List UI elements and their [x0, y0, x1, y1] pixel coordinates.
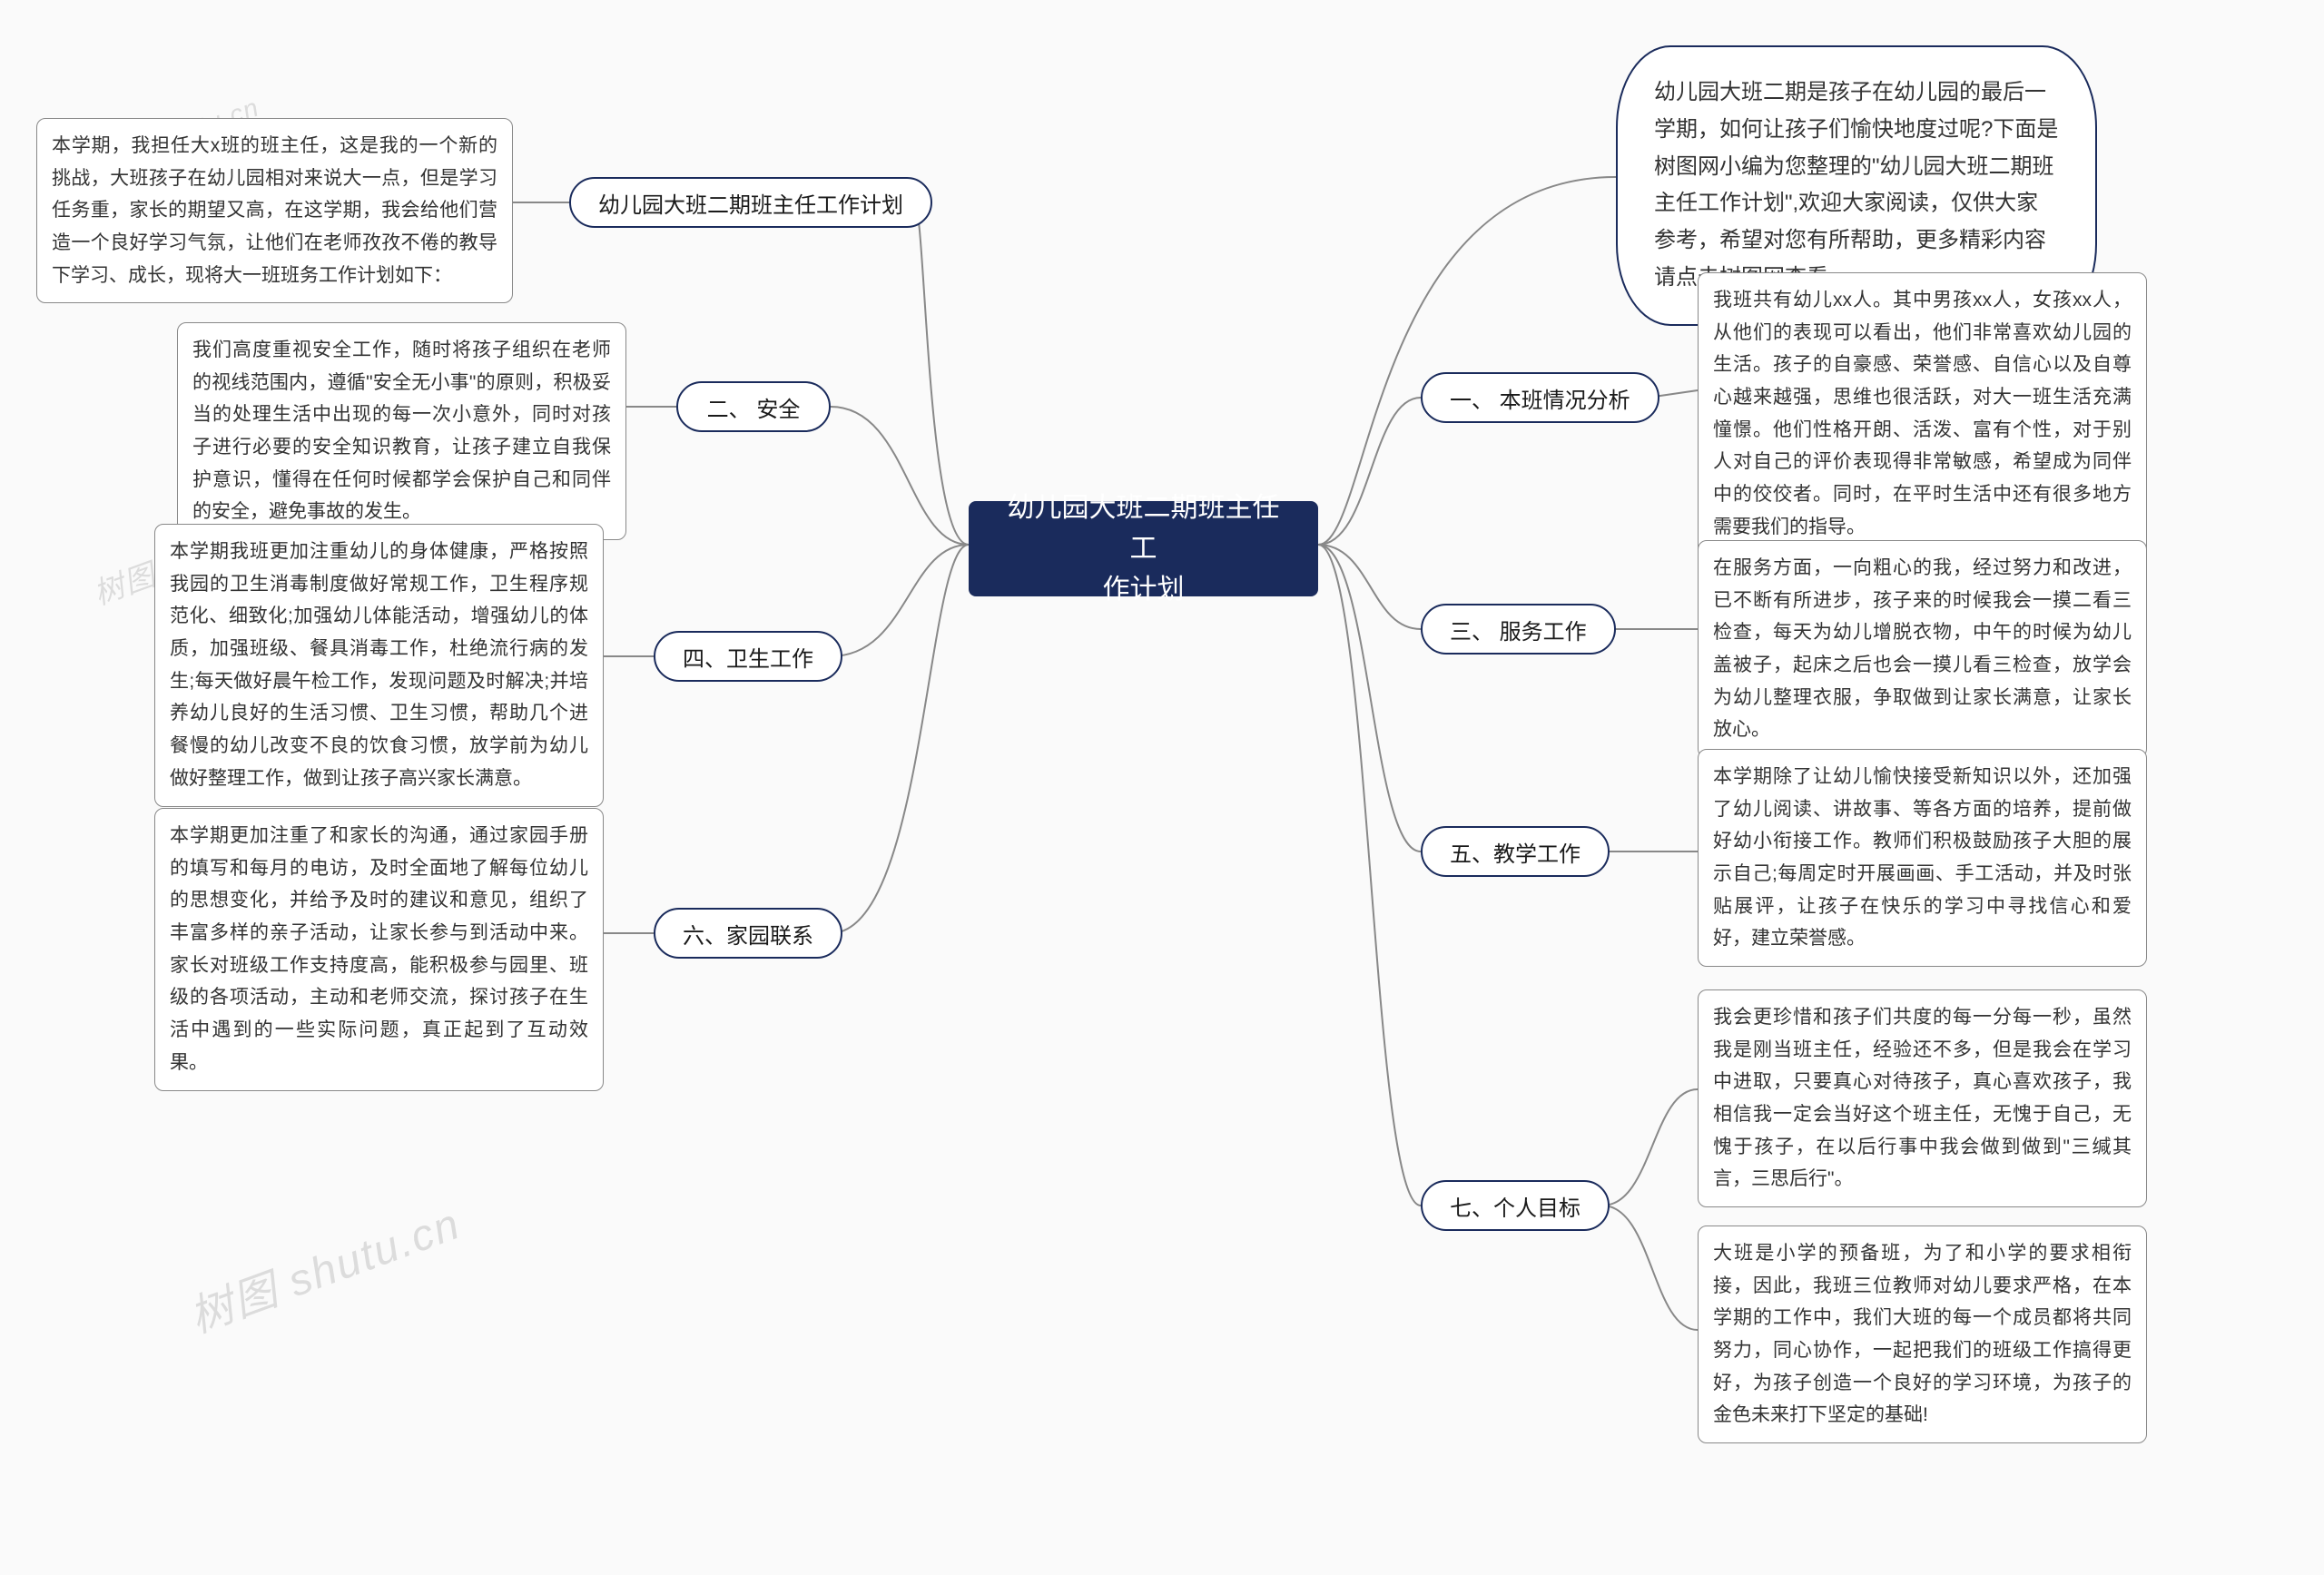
center-node: 幼儿园大班二期班主任工作计划	[969, 501, 1318, 596]
connector	[1318, 398, 1421, 545]
branch-personal[interactable]: 七、个人目标	[1421, 1180, 1610, 1231]
branch-hygiene[interactable]: 四、卫生工作	[654, 631, 842, 682]
branch-class-situation[interactable]: 一、 本班情况分析	[1421, 372, 1659, 423]
branch-teaching[interactable]: 五、教学工作	[1421, 826, 1610, 877]
connector	[1318, 545, 1421, 1206]
branch-home[interactable]: 六、家园联系	[654, 908, 842, 959]
branch-plan-intro[interactable]: 幼儿园大班二期班主任工作计划	[569, 177, 932, 228]
connector	[1602, 1206, 1698, 1330]
connector	[1318, 177, 1616, 545]
branch-safety[interactable]: 二、 安全	[676, 381, 831, 432]
branch-service[interactable]: 三、 服务工作	[1421, 604, 1616, 655]
detail-hygiene: 本学期我班更加注重幼儿的身体健康，严格按照我园的卫生消毒制度做好常规工作，卫生程…	[154, 524, 604, 807]
connector	[1318, 545, 1421, 629]
detail-home: 本学期更加注重了和家长的沟通，通过家园手册的填写和每月的电访，及时全面地了解每位…	[154, 808, 604, 1091]
detail-service-0: 在服务方面，一向粗心的我，经过努力和改进，已不断有所进步，孩子来的时候我会一摸二…	[1698, 540, 2147, 758]
center-text: 幼儿园大班二期班主任工作计划	[994, 487, 1293, 610]
detail-personal-0: 我会更珍惜和孩子们共度的每一分每一秒，虽然我是刚当班主任，经验还不多，但是我会在…	[1698, 989, 2147, 1207]
connector	[831, 545, 969, 933]
detail-plan-intro: 本学期，我担任大x班的班主任，这是我的一个新的挑战，大班孩子在幼儿园相对来说大一…	[36, 118, 513, 303]
connector	[831, 545, 969, 656]
detail-personal-1: 大班是小学的预备班，为了和小学的要求相衔接，因此，我班三位教师对幼儿要求严格，在…	[1698, 1226, 2147, 1443]
connector	[914, 202, 969, 545]
connector	[1602, 1089, 1698, 1206]
connector	[831, 407, 969, 545]
intro-text: 幼儿园大班二期是孩子在幼儿园的最后一学期，如何让孩子们愉快地度过呢?下面是树图网…	[1654, 80, 2058, 290]
detail-class-situation-0: 我班共有幼儿xx人。其中男孩xx人，女孩xx人，从他们的表现可以看出，他们非常喜…	[1698, 272, 2147, 556]
detail-safety: 我们高度重视安全工作，随时将孩子组织在老师的视线范围内，遵循"安全无小事"的原则…	[177, 322, 626, 540]
watermark: 树图 shutu.cn	[179, 1188, 468, 1345]
detail-teaching-0: 本学期除了让幼儿愉快接受新知识以外，还加强了幼儿阅读、讲故事、等各方面的培养，提…	[1698, 749, 2147, 967]
connector	[1318, 545, 1421, 851]
